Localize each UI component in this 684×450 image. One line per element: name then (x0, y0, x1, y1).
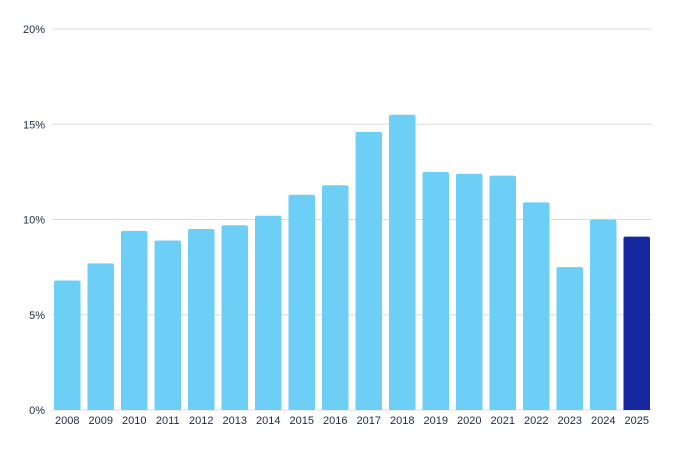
bar-2017 (355, 131, 382, 410)
x-axis-ticks: 2008 2009 2010 2011 2012 2013 2014 2015 2016 2017… (55, 415, 649, 427)
bar-2011 (154, 240, 181, 410)
bar-2024 (590, 219, 617, 410)
x-tick-label: 2021 (491, 415, 515, 427)
bar-2021 (489, 175, 516, 410)
y-tick-label: 0% (29, 405, 45, 417)
x-tick-label: 2025 (625, 415, 649, 427)
x-tick-label: 2014 (256, 415, 280, 427)
bar-2025 (623, 236, 650, 410)
x-tick-label: 2017 (357, 415, 381, 427)
x-tick-label: 2023 (558, 415, 582, 427)
bar-2023 (556, 267, 583, 410)
y-axis-ticks: 0% 5% 10% 15% 20% (23, 24, 45, 417)
y-tick-label: 10% (23, 215, 45, 227)
x-tick-label: 2011 (156, 415, 180, 427)
x-tick-label: 2020 (457, 415, 481, 427)
bar-2010 (121, 230, 148, 410)
x-tick-label: 2015 (290, 415, 314, 427)
y-tick-label: 5% (29, 310, 45, 322)
x-tick-label: 2013 (223, 415, 247, 427)
x-tick-label: 2018 (390, 415, 414, 427)
x-tick-label: 2009 (89, 415, 113, 427)
bar-2022 (523, 202, 550, 410)
x-tick-label: 2022 (524, 415, 548, 427)
y-tick-label: 15% (23, 119, 45, 131)
x-tick-label: 2012 (189, 415, 213, 427)
x-tick-label: 2024 (591, 415, 615, 427)
x-tick-label: 2019 (424, 415, 448, 427)
bar-2020 (456, 173, 483, 410)
bar-2016 (322, 185, 349, 410)
bars (54, 114, 650, 410)
bar-2014 (255, 215, 282, 410)
bar-2018 (389, 114, 416, 410)
bar-2015 (288, 194, 315, 410)
x-tick-label: 2016 (323, 415, 347, 427)
gridlines (52, 28, 652, 411)
bar-2013 (221, 225, 248, 410)
bar-2008 (54, 280, 81, 410)
y-tick-label: 20% (23, 24, 45, 36)
bar-2009 (87, 263, 114, 410)
bar-2012 (188, 229, 215, 410)
x-tick-label: 2008 (55, 415, 79, 427)
x-tick-label: 2010 (122, 415, 146, 427)
bar-2019 (422, 171, 449, 410)
